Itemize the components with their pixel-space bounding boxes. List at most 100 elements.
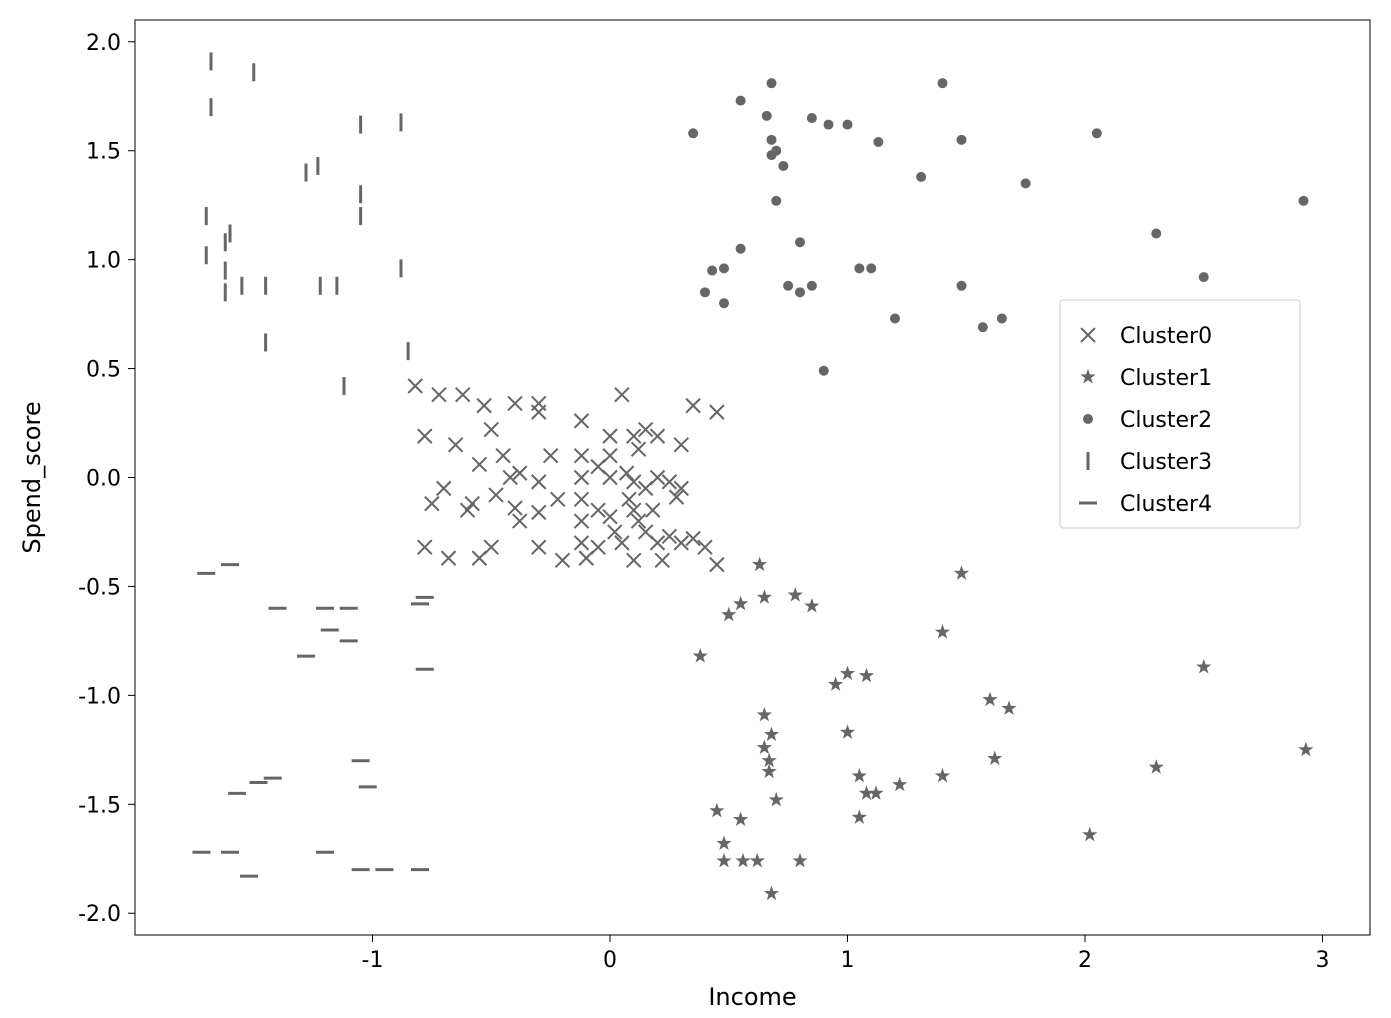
- marker-star: [852, 809, 867, 823]
- marker-x: [513, 514, 527, 528]
- marker-x: [456, 388, 470, 402]
- x-tick-label: 0: [603, 948, 617, 973]
- y-tick-label: 1.0: [86, 249, 121, 274]
- marker-x: [615, 388, 629, 402]
- marker-x: [646, 503, 660, 517]
- marker-dot: [762, 111, 772, 121]
- marker-dot: [957, 135, 967, 145]
- marker-x: [575, 471, 589, 485]
- marker-dot: [767, 150, 777, 160]
- marker-dot: [771, 196, 781, 206]
- marker-x: [556, 553, 570, 567]
- marker-star: [788, 587, 803, 601]
- marker-dot: [767, 78, 777, 88]
- marker-x: [477, 399, 491, 413]
- marker-dot: [819, 366, 829, 376]
- marker-star: [859, 668, 874, 682]
- marker-x: [627, 553, 641, 567]
- y-tick-label: 0.0: [86, 467, 121, 492]
- marker-x: [465, 497, 479, 511]
- marker-x: [532, 405, 546, 419]
- marker-star: [852, 768, 867, 782]
- marker-star: [716, 836, 731, 850]
- x-tick-label: -1: [362, 948, 384, 973]
- marker-star: [716, 853, 731, 867]
- y-tick-label: 2.0: [86, 31, 121, 56]
- marker-x: [686, 399, 700, 413]
- y-tick-label: -2.0: [78, 902, 121, 927]
- marker-x: [449, 438, 463, 452]
- marker-x: [442, 551, 456, 565]
- marker-star: [1001, 700, 1016, 714]
- marker-x: [651, 471, 665, 485]
- marker-x: [496, 449, 510, 463]
- marker-x: [425, 497, 439, 511]
- marker-star: [828, 676, 843, 690]
- marker-star: [935, 624, 950, 638]
- marker-x: [591, 540, 605, 554]
- marker-star: [859, 785, 874, 799]
- marker-star: [693, 648, 708, 662]
- marker-x: [418, 429, 432, 443]
- marker-dot: [957, 281, 967, 291]
- series-Cluster0: [408, 379, 724, 572]
- marker-dot: [807, 281, 817, 291]
- marker-x: [432, 388, 446, 402]
- marker-dot: [1299, 196, 1309, 206]
- series-Cluster4: [193, 565, 434, 877]
- marker-x: [544, 449, 558, 463]
- marker-star: [764, 727, 779, 741]
- marker-x: [632, 442, 646, 456]
- marker-dot: [736, 244, 746, 254]
- marker-star: [733, 812, 748, 826]
- marker-dot: [1092, 128, 1102, 138]
- marker-dot: [795, 237, 805, 247]
- marker-star: [892, 777, 907, 791]
- marker-dot: [700, 287, 710, 297]
- marker-star: [750, 853, 765, 867]
- marker-star: [769, 792, 784, 806]
- marker-star: [804, 598, 819, 612]
- marker-x: [686, 532, 700, 546]
- marker-dot: [978, 322, 988, 332]
- marker-x: [620, 466, 634, 480]
- marker-dot: [873, 137, 883, 147]
- marker-star: [935, 768, 950, 782]
- x-tick-label: 2: [1078, 948, 1092, 973]
- marker-star: [840, 724, 855, 738]
- marker-x: [575, 536, 589, 550]
- marker-dot: [795, 287, 805, 297]
- marker-star: [721, 607, 736, 621]
- marker-star: [982, 692, 997, 706]
- marker-star: [762, 764, 777, 778]
- series-Cluster1: [693, 557, 1314, 900]
- marker-x: [710, 558, 724, 572]
- marker-dot: [688, 128, 698, 138]
- marker-x: [575, 492, 589, 506]
- marker-star: [757, 740, 772, 754]
- y-tick-label: 1.5: [86, 140, 121, 165]
- marker-star: [987, 751, 1002, 765]
- y-tick-label: 0.5: [86, 358, 121, 383]
- marker-dot: [843, 120, 853, 130]
- marker-x: [655, 553, 669, 567]
- marker-dot: [854, 263, 864, 273]
- scatter-chart: { "chart": { "type": "scatter", "width":…: [0, 0, 1391, 1018]
- legend-label: Cluster4: [1120, 492, 1212, 517]
- x-axis-label: Income: [708, 983, 796, 1011]
- marker-x: [532, 540, 546, 554]
- marker-star: [757, 707, 772, 721]
- marker-dot: [1083, 414, 1093, 424]
- x-tick-label: 3: [1316, 948, 1330, 973]
- y-axis-label: Spend_score: [18, 401, 46, 553]
- marker-x: [575, 449, 589, 463]
- marker-star: [1149, 759, 1164, 773]
- marker-x: [508, 396, 522, 410]
- x-tick-label: 1: [841, 948, 855, 973]
- marker-x: [437, 481, 451, 495]
- marker-x: [575, 514, 589, 528]
- marker-x: [551, 492, 565, 506]
- marker-dot: [824, 120, 834, 130]
- marker-dot: [778, 161, 788, 171]
- marker-star: [954, 565, 969, 579]
